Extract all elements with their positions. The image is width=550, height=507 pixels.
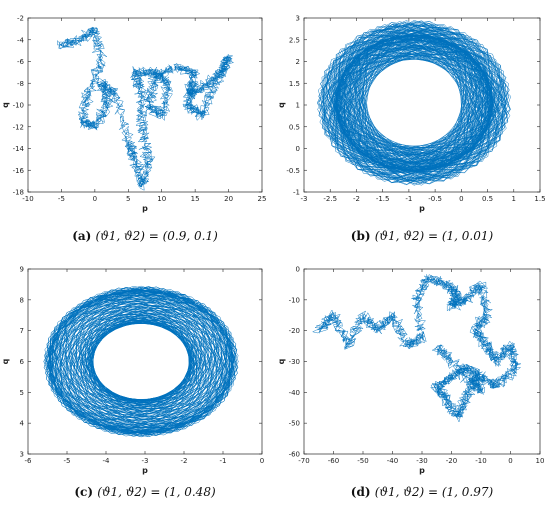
panel-caption-text: (ϑ1, ϑ2) = (1, 0.48): [97, 485, 216, 499]
x-tick-label: 25: [258, 195, 267, 203]
x-tick-label: -10: [475, 457, 486, 465]
chart-panel-2: -6 -5 -4 -3 -2 -1 0 3 4 5 6 7 8 9 p q (c) (ϑ1, ϑ2) = (1,…: [1, 266, 264, 500]
x-tick-label: 10: [536, 457, 545, 465]
x-tick-label: -20: [446, 457, 457, 465]
y-tick-label: 3: [20, 451, 24, 459]
y-tick-label: -16: [13, 167, 25, 175]
x-tick-label: -40: [387, 457, 398, 465]
panel-caption-text: (ϑ1, ϑ2) = (1, 0.97): [375, 485, 494, 499]
x-tick-label: -1.5: [376, 195, 390, 203]
y-tick-label: -8: [17, 80, 24, 88]
x-tick-label: 0: [93, 195, 97, 203]
panel-caption-text: (ϑ1, ϑ2) = (0.9, 0.1): [96, 229, 219, 243]
y-tick-label: 3: [296, 15, 300, 23]
x-tick-label: -2.5: [323, 195, 337, 203]
x-tick-label: 15: [191, 195, 200, 203]
x-axis-label: p: [142, 204, 148, 213]
y-tick-label: 9: [20, 266, 24, 274]
y-tick-label: 2.5: [289, 36, 300, 44]
y-tick-label: -60: [289, 451, 300, 459]
y-tick-label: -10: [13, 102, 24, 110]
x-tick-label: -2: [353, 195, 360, 203]
y-tick-label: -14: [13, 145, 25, 153]
x-tick-label: 5: [126, 195, 130, 203]
x-tick-label: 0: [508, 457, 512, 465]
panel-caption-tag: (d): [351, 485, 375, 499]
panel-caption: (b) (ϑ1, ϑ2) = (1, 0.01): [351, 229, 494, 243]
panel-caption-text: (ϑ1, ϑ2) = (1, 0.01): [375, 229, 494, 243]
trajectory-series: [312, 274, 522, 423]
y-tick-label: 6: [20, 358, 25, 366]
x-tick-label: 1.5: [534, 195, 545, 203]
x-tick-label: -6: [25, 457, 33, 465]
x-tick-label: -50: [357, 457, 368, 465]
y-tick-label: 0: [296, 145, 300, 153]
x-tick-label: -3: [142, 457, 149, 465]
y-tick-label: 5: [20, 389, 24, 397]
panel-caption: (a) (ϑ1, ϑ2) = (0.9, 0.1): [72, 229, 218, 243]
y-axis-label: q: [1, 358, 10, 364]
x-tick-label: -4: [103, 457, 111, 465]
y-tick-label: -40: [289, 389, 300, 397]
trajectory-series: [317, 20, 512, 186]
chart-panel-1: -3 -2.5 -2 -1.5 -1 -0.5 0 0.5 1 1.5 -1 -0.5 0 0.5 1 1.5…: [277, 15, 546, 244]
y-tick-label: -20: [289, 327, 300, 335]
y-tick-label: 1.5: [289, 80, 300, 88]
x-tick-label: -60: [328, 457, 339, 465]
trajectory-series: [57, 26, 235, 191]
y-tick-label: 8: [20, 296, 24, 304]
y-tick-label: -18: [13, 189, 24, 197]
x-tick-label: -3: [301, 195, 308, 203]
x-tick-label: -2: [181, 457, 188, 465]
x-axis-label: p: [419, 204, 425, 213]
x-tick-label: -5: [58, 195, 65, 203]
x-tick-label: 0.5: [482, 195, 493, 203]
x-tick-label: -5: [64, 457, 71, 465]
x-tick-label: 0: [260, 457, 264, 465]
panel-caption-tag: (b): [351, 229, 375, 243]
x-axis-label: p: [419, 466, 425, 475]
x-tick-label: -10: [22, 195, 33, 203]
x-tick-label: 1: [512, 195, 516, 203]
x-tick-label: -30: [416, 457, 427, 465]
y-tick-label: -1: [293, 189, 300, 197]
trajectory-series: [43, 285, 239, 438]
y-tick-label: -30: [289, 358, 300, 366]
panel-caption: (c) (ϑ1, ϑ2) = (1, 0.48): [74, 485, 216, 499]
x-tick-label: -1: [220, 457, 227, 465]
x-axis-label: p: [142, 466, 148, 475]
y-tick-label: 1: [296, 102, 300, 110]
y-tick-label: -10: [289, 296, 300, 304]
y-tick-label: 4: [20, 420, 25, 428]
y-tick-label: -50: [289, 420, 300, 428]
y-tick-label: 7: [20, 327, 24, 335]
y-tick-label: -2: [17, 15, 24, 23]
y-tick-label: 0: [296, 266, 300, 274]
x-tick-label: -70: [298, 457, 309, 465]
x-tick-label: -0.5: [428, 195, 442, 203]
y-tick-label: 2: [296, 58, 300, 66]
x-tick-label: 0: [459, 195, 463, 203]
y-axis-label: q: [277, 358, 286, 364]
chart-panel-0: -10 -5 0 5 10 15 20 25 -18 -16 -14 -12 -10 -8 -6 -4 -2 p q…: [1, 15, 266, 244]
x-tick-label: -1: [405, 195, 412, 203]
panel-caption-tag: (c): [74, 485, 97, 499]
y-tick-label: -4: [17, 36, 25, 44]
x-tick-label: 20: [224, 195, 233, 203]
y-tick-label: -12: [13, 123, 24, 131]
y-tick-label: 0.5: [289, 123, 300, 131]
y-axis-label: q: [1, 102, 10, 108]
panel-caption-tag: (a): [72, 229, 95, 243]
x-tick-label: 10: [157, 195, 166, 203]
y-tick-label: -0.5: [286, 167, 300, 175]
y-tick-label: -6: [17, 58, 25, 66]
y-axis-label: q: [277, 102, 286, 108]
chart-panel-3: -70 -60 -50 -40 -30 -20 -10 0 10-60-50-40-30-20-…: [277, 266, 544, 500]
panel-caption: (d) (ϑ1, ϑ2) = (1, 0.97): [351, 485, 494, 499]
